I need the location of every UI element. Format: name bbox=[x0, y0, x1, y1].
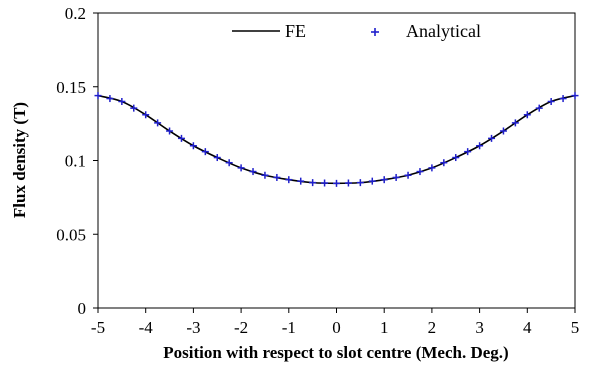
analytical-point bbox=[428, 164, 436, 172]
analytical-point bbox=[368, 177, 376, 185]
analytical-point bbox=[177, 134, 185, 142]
x-tick-label: -5 bbox=[91, 318, 105, 337]
analytical-point bbox=[440, 159, 448, 167]
x-tick-label: 4 bbox=[523, 318, 532, 337]
x-tick-label: 0 bbox=[332, 318, 341, 337]
analytical-point bbox=[166, 127, 174, 135]
analytical-point bbox=[130, 104, 138, 112]
analytical-point bbox=[452, 154, 460, 162]
plot-area bbox=[97, 12, 576, 309]
x-axis-title: Position with respect to slot centre (Me… bbox=[163, 343, 508, 362]
analytical-point bbox=[416, 168, 424, 176]
y-axis-ticks: 0 0.05 0.1 0.15 0.2 bbox=[56, 4, 98, 318]
analytical-point bbox=[380, 176, 388, 184]
analytical-point bbox=[106, 95, 114, 103]
x-tick-label: -1 bbox=[282, 318, 296, 337]
y-tick-label: 0 bbox=[78, 299, 87, 318]
analytical-point bbox=[249, 168, 257, 176]
analytical-point bbox=[535, 104, 543, 112]
y-tick-label: 0.2 bbox=[65, 4, 86, 23]
analytical-point bbox=[94, 92, 102, 100]
analytical-point bbox=[559, 95, 567, 103]
x-tick-label: 5 bbox=[571, 318, 580, 337]
x-tick-label: 2 bbox=[428, 318, 437, 337]
analytical-point bbox=[356, 179, 364, 187]
analytical-point bbox=[547, 98, 555, 105]
analytical-point bbox=[404, 171, 412, 179]
analytical-point bbox=[201, 148, 209, 156]
analytical-point bbox=[523, 111, 531, 119]
y-axis-title: Flux density (T) bbox=[10, 102, 29, 218]
analytical-point bbox=[488, 134, 496, 142]
analytical-point bbox=[237, 164, 245, 172]
analytical-point bbox=[273, 173, 281, 181]
legend-fe-label: FE bbox=[285, 21, 306, 41]
analytical-point bbox=[464, 148, 472, 156]
y-tick-label: 0.05 bbox=[56, 225, 86, 244]
analytical-point bbox=[476, 142, 484, 150]
analytical-point bbox=[142, 111, 150, 119]
analytical-point bbox=[261, 171, 269, 179]
legend-analytical-label: Analytical bbox=[406, 21, 481, 41]
analytical-point bbox=[571, 92, 579, 100]
x-tick-label: 1 bbox=[380, 318, 389, 337]
series-layer bbox=[94, 92, 579, 187]
analytical-point bbox=[213, 154, 221, 162]
y-tick-label: 0.1 bbox=[65, 152, 86, 171]
analytical-point bbox=[225, 159, 233, 167]
analytical-point bbox=[118, 98, 126, 105]
analytical-point bbox=[344, 179, 352, 187]
analytical-point bbox=[511, 119, 519, 127]
x-tick-label: -4 bbox=[139, 318, 154, 337]
analytical-point bbox=[189, 142, 197, 150]
analytical-point bbox=[285, 176, 293, 184]
y-tick-label: 0.15 bbox=[56, 78, 86, 97]
analytical-point bbox=[309, 179, 317, 187]
x-tick-label: 3 bbox=[475, 318, 484, 337]
analytical-point bbox=[154, 119, 162, 127]
analytical-point bbox=[333, 179, 340, 187]
x-axis-ticks: -5 -4 -3 -2 -1 0 1 2 3 4 5 bbox=[91, 308, 579, 337]
analytical-point bbox=[321, 179, 329, 187]
legend-analytical-marker bbox=[371, 28, 379, 36]
analytical-point bbox=[297, 177, 305, 185]
analytical-point bbox=[499, 127, 507, 135]
analytical-point bbox=[392, 173, 400, 181]
legend: FE Analytical bbox=[232, 21, 481, 41]
x-tick-label: -2 bbox=[234, 318, 248, 337]
x-tick-label: -3 bbox=[186, 318, 200, 337]
